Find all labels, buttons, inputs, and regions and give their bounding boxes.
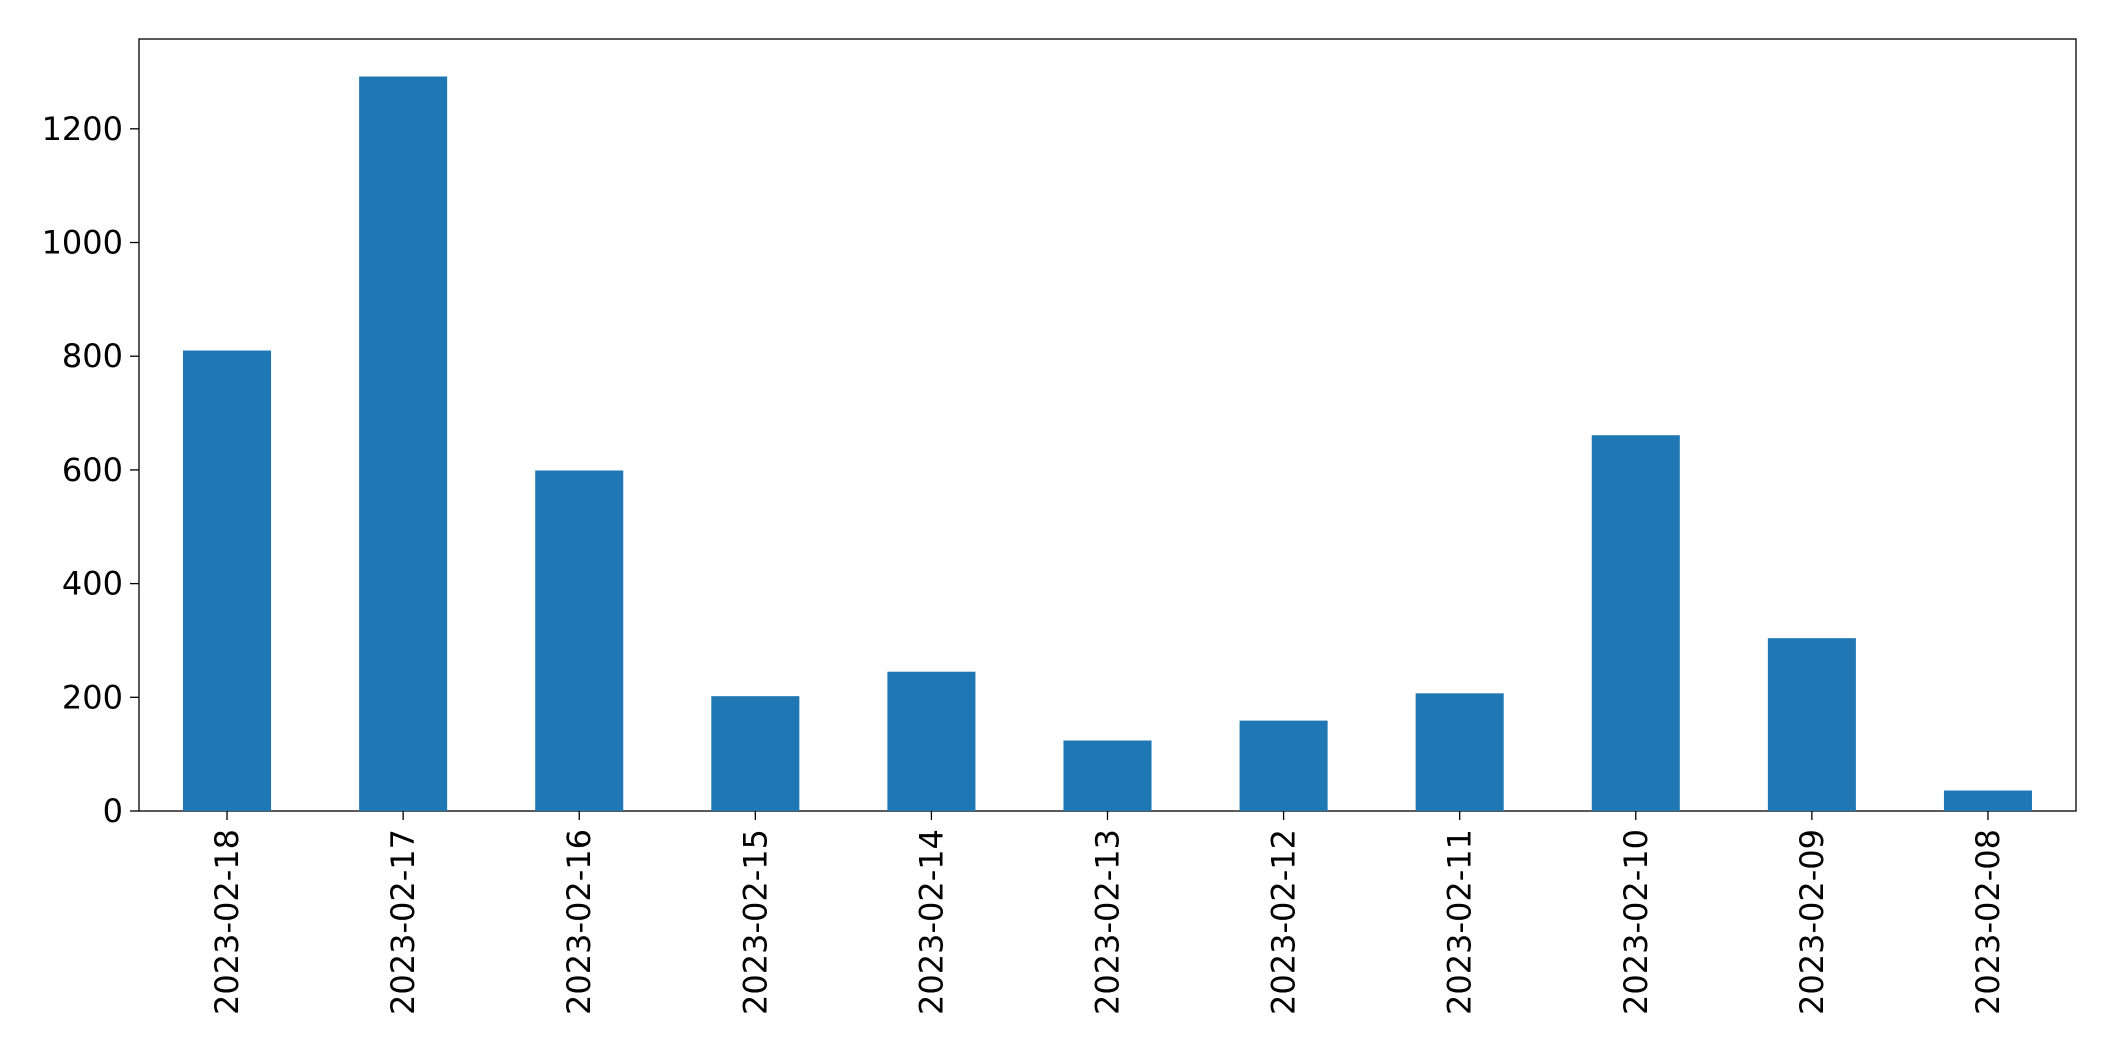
x-tick-label: 2023-02-13 [1089, 829, 1127, 1015]
y-tick-label: 1200 [42, 110, 123, 148]
x-tick-label: 2023-02-14 [912, 829, 950, 1015]
x-tick-label: 2023-02-09 [1793, 829, 1831, 1015]
bar [535, 470, 624, 811]
bar [359, 76, 448, 811]
y-tick-label: 800 [62, 337, 123, 375]
bar [711, 696, 800, 811]
y-tick-label: 0 [103, 792, 123, 830]
x-tick-label: 2023-02-17 [384, 829, 422, 1015]
x-tick-label: 2023-02-11 [1441, 829, 1479, 1015]
bar [183, 350, 272, 811]
x-tick-label: 2023-02-18 [208, 829, 246, 1015]
bar [1415, 693, 1504, 811]
y-tick-label: 600 [62, 451, 123, 489]
bar [1063, 740, 1152, 811]
bar [1767, 638, 1856, 811]
bar [1239, 720, 1328, 811]
bar [887, 671, 976, 811]
x-tick-label: 2023-02-08 [1969, 829, 2007, 1015]
x-tick-label: 2023-02-12 [1265, 829, 1303, 1015]
y-tick-label: 200 [62, 678, 123, 716]
y-tick-label: 1000 [42, 224, 123, 262]
y-tick-label: 400 [62, 565, 123, 603]
x-tick-label: 2023-02-16 [560, 829, 598, 1015]
bar [1591, 435, 1680, 811]
x-tick-label: 2023-02-10 [1617, 829, 1655, 1015]
bar [1943, 790, 2032, 811]
x-tick-label: 2023-02-15 [736, 829, 774, 1015]
